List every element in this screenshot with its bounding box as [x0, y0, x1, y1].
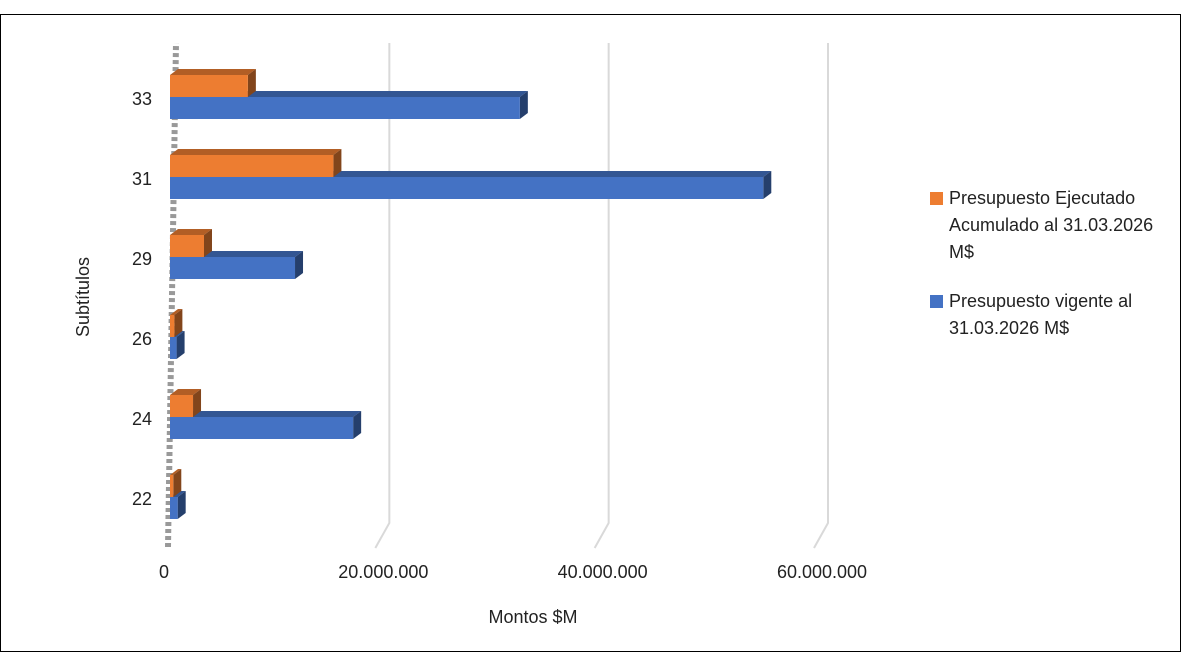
bar — [170, 497, 178, 519]
bar-top — [170, 69, 256, 75]
legend-label: Presupuesto Ejecutado Acumulado al 31.03… — [949, 188, 1154, 262]
bar-side — [353, 411, 362, 439]
legend-swatch — [930, 295, 943, 308]
x-tick-label: 60.000.000 — [777, 562, 867, 582]
grid-line — [374, 43, 391, 549]
y-tick-label: 31 — [132, 169, 152, 189]
legend-item: Presupuesto vigente al 31.03.2026 M$ — [930, 288, 1175, 342]
y-tick-label: 26 — [132, 329, 152, 349]
legend-item: Presupuesto Ejecutado Acumulado al 31.03… — [930, 185, 1175, 266]
grid-line — [813, 43, 829, 549]
grid-line — [593, 43, 610, 549]
bar — [170, 475, 174, 497]
y-tick-label: 24 — [132, 409, 152, 429]
y-tick-label: 29 — [132, 249, 152, 269]
bar — [170, 395, 194, 417]
bar — [170, 75, 248, 97]
bar — [170, 337, 177, 359]
x-tick-label: 20.000.000 — [338, 562, 428, 582]
bar-top — [170, 149, 342, 155]
bar — [170, 257, 296, 279]
bar — [170, 235, 204, 257]
bar-side — [295, 251, 304, 279]
bar-top — [170, 91, 528, 97]
bar-side — [203, 229, 212, 257]
x-tick-label: 0 — [159, 562, 169, 582]
bar-side — [176, 331, 185, 359]
bar-top — [170, 309, 183, 315]
legend-swatch — [930, 192, 943, 205]
bar-top — [170, 411, 362, 417]
y-tick-label: 33 — [132, 89, 152, 109]
x-tick-label: 40.000.000 — [558, 562, 648, 582]
bar-side — [247, 69, 256, 97]
bar — [170, 97, 520, 119]
bar — [170, 417, 354, 439]
bar-side — [763, 171, 772, 199]
bar-top — [170, 229, 212, 235]
bar-side — [193, 389, 202, 417]
bar-side — [519, 91, 528, 119]
bar-side — [177, 491, 186, 519]
bar — [170, 155, 334, 177]
bar-side — [333, 149, 342, 177]
bar-side — [174, 309, 183, 337]
bar-top — [170, 389, 202, 395]
bar — [170, 315, 175, 337]
legend-label: Presupuesto vigente al 31.03.2026 M$ — [949, 291, 1133, 338]
y-axis-title: Subtítulos — [73, 257, 93, 337]
bar-side — [173, 469, 182, 497]
y-axis-wall — [165, 42, 179, 548]
y-tick-label: 22 — [132, 489, 152, 509]
bar — [170, 177, 764, 199]
x-axis-title: Montos $M — [488, 607, 577, 627]
chart-frame — [0, 14, 1181, 652]
bar-top — [170, 469, 182, 475]
legend: Presupuesto Ejecutado Acumulado al 31.03… — [930, 185, 1175, 364]
